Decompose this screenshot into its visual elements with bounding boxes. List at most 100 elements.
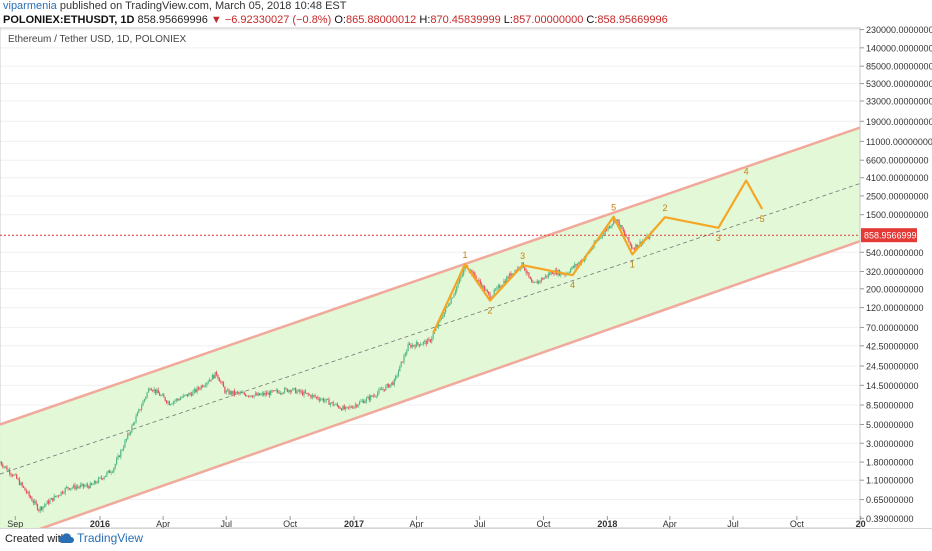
y-tick-label: 3.00000000 bbox=[866, 439, 914, 449]
candle-body bbox=[143, 399, 145, 402]
candle-body bbox=[11, 474, 14, 476]
candle-body bbox=[339, 407, 341, 409]
channel-lower-line bbox=[0, 240, 861, 545]
candle-body bbox=[0, 462, 1, 463]
candle-body bbox=[418, 344, 420, 346]
candle-body bbox=[152, 390, 154, 392]
candle-body bbox=[236, 392, 238, 393]
candle-body bbox=[628, 237, 630, 243]
candle-body bbox=[28, 491, 30, 496]
candle-body bbox=[538, 280, 540, 284]
candle-body bbox=[361, 400, 363, 402]
candle-body bbox=[332, 402, 334, 406]
wave-label: 4 bbox=[570, 280, 575, 290]
last-price: 858.95669996 bbox=[137, 14, 208, 26]
candle-body bbox=[140, 405, 143, 410]
candle-body bbox=[4, 466, 7, 468]
candle-body bbox=[617, 219, 619, 221]
channel-mid-line bbox=[0, 183, 861, 475]
candle-body bbox=[390, 382, 393, 385]
candle-body bbox=[290, 390, 293, 392]
y-tick-label: 53000.00000000 bbox=[866, 79, 932, 89]
candle-body bbox=[436, 326, 438, 328]
candle-body bbox=[485, 289, 487, 291]
candle-body bbox=[540, 278, 543, 282]
candle-body bbox=[375, 396, 377, 397]
candle-body bbox=[310, 395, 312, 398]
candle-body bbox=[210, 379, 212, 381]
candle-body bbox=[429, 339, 431, 342]
candle-body bbox=[475, 276, 477, 280]
candle-body bbox=[263, 393, 265, 396]
candle-body bbox=[343, 406, 345, 410]
candle-body bbox=[424, 340, 426, 342]
candle-body bbox=[529, 276, 531, 280]
wave-label: 1 bbox=[463, 250, 468, 260]
candle-body bbox=[432, 333, 434, 339]
candle-body bbox=[302, 391, 304, 396]
candle-body bbox=[128, 433, 130, 435]
candle-body bbox=[464, 266, 466, 271]
candle-body bbox=[322, 398, 325, 402]
candle-body bbox=[202, 385, 204, 388]
candle-body bbox=[104, 475, 107, 478]
x-tick-label: 2016 bbox=[90, 519, 110, 529]
candle-body bbox=[256, 393, 258, 396]
candle-body bbox=[413, 345, 415, 346]
candle-body bbox=[346, 406, 348, 408]
candle-body bbox=[363, 400, 365, 404]
tradingview-logo[interactable]: TradingView bbox=[58, 531, 143, 545]
candle-body bbox=[17, 478, 19, 480]
y-tick-label: 200.00000000 bbox=[866, 284, 924, 294]
y-tick-label: 0.65000000 bbox=[866, 495, 914, 505]
publish-line: viparmenia published on TradingView.com,… bbox=[3, 0, 903, 13]
symbol-label: POLONIEX:ETHUSDT, 1D bbox=[3, 14, 135, 26]
candle-body bbox=[57, 495, 59, 497]
candle-body bbox=[49, 499, 51, 504]
candle-body bbox=[533, 282, 536, 284]
candle-body bbox=[612, 219, 615, 224]
candle-body bbox=[619, 225, 622, 227]
candle-body bbox=[395, 376, 397, 380]
candle-body bbox=[328, 399, 330, 405]
y-tick-label: 8.50000000 bbox=[866, 400, 914, 410]
candle-body bbox=[10, 473, 12, 475]
candle-body bbox=[252, 396, 254, 398]
candle-body bbox=[72, 484, 75, 488]
y-tick-label: 230000.00000000 bbox=[866, 25, 932, 35]
candle-body bbox=[364, 401, 366, 404]
candle-body bbox=[639, 241, 641, 246]
candle-body bbox=[371, 395, 373, 397]
candle-body bbox=[496, 287, 498, 290]
candle-body bbox=[372, 395, 375, 397]
footer: Created with TradingView bbox=[0, 528, 932, 551]
candle-body bbox=[488, 291, 490, 294]
candle-body bbox=[184, 395, 186, 396]
candle-body bbox=[253, 395, 255, 398]
channel-fill bbox=[0, 127, 860, 543]
candle-body bbox=[20, 482, 22, 485]
high-label: H: bbox=[419, 14, 431, 26]
candle-body bbox=[9, 469, 11, 474]
candle-body bbox=[327, 398, 329, 400]
candle-body bbox=[271, 390, 273, 392]
candle-body bbox=[299, 389, 301, 393]
author-link[interactable]: viparmenia bbox=[3, 0, 57, 12]
candle-body bbox=[79, 485, 82, 488]
candle-body bbox=[192, 391, 194, 396]
candle-body bbox=[257, 393, 259, 396]
candle-body bbox=[376, 392, 379, 397]
candle-body bbox=[607, 226, 609, 231]
candle-body bbox=[242, 392, 244, 394]
y-tick-label: 4100.00000000 bbox=[866, 173, 929, 183]
candle-body bbox=[479, 280, 481, 285]
candle-body bbox=[282, 392, 284, 394]
candle-body bbox=[360, 401, 362, 403]
candle-body bbox=[275, 390, 277, 391]
candle-body bbox=[354, 404, 356, 407]
candle-body bbox=[610, 225, 612, 228]
candle-body bbox=[649, 235, 651, 239]
y-tick-label: 5.00000000 bbox=[866, 420, 914, 430]
candle-body bbox=[601, 235, 604, 237]
candle-body bbox=[335, 403, 337, 405]
